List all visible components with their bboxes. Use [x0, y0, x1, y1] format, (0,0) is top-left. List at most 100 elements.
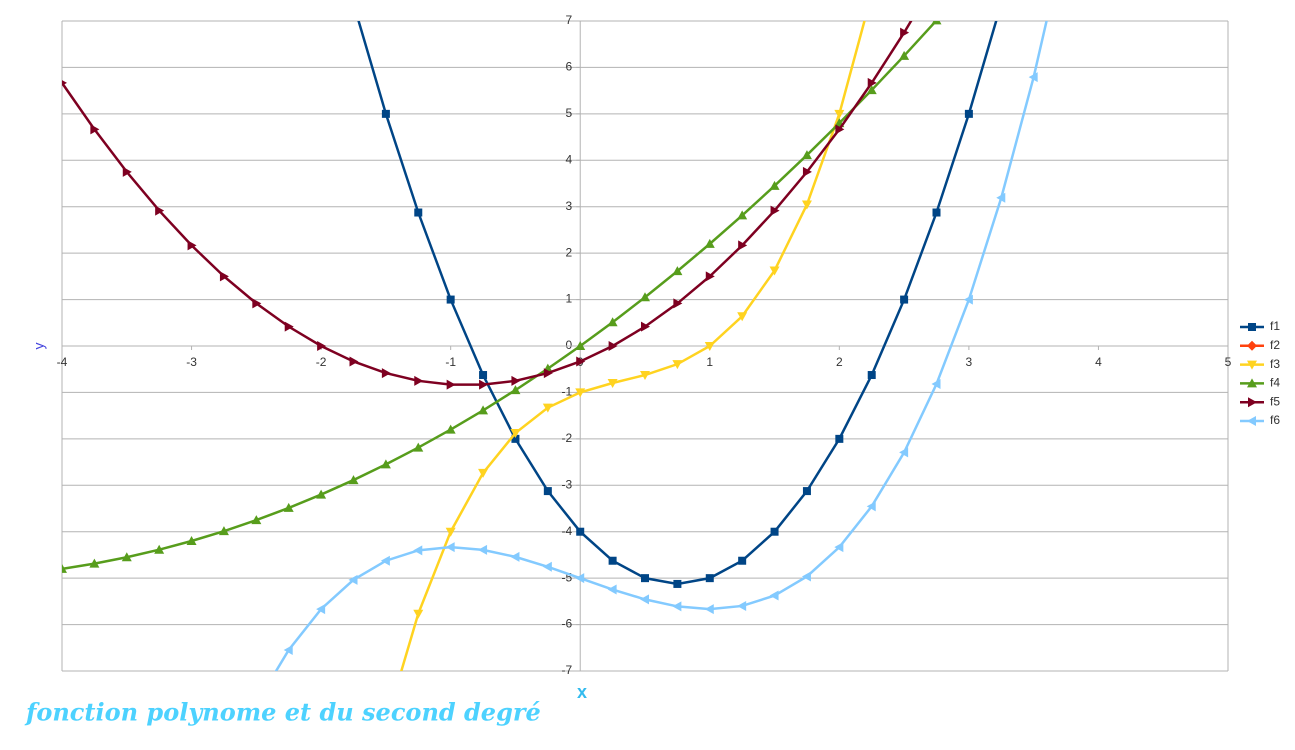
data-point	[413, 609, 424, 619]
data-point	[283, 644, 293, 655]
data-point	[640, 371, 650, 381]
data-point	[511, 375, 521, 386]
x-tick-label: 5	[1225, 355, 1232, 369]
data-point	[737, 600, 747, 611]
data-point	[155, 205, 165, 216]
data-point	[769, 180, 780, 190]
chart-title: fonction polynome et du second degré	[24, 698, 541, 727]
data-point	[640, 594, 649, 605]
data-point	[348, 475, 359, 485]
legend-marker	[1248, 323, 1256, 331]
data-point	[446, 379, 456, 390]
data-point	[997, 0, 1005, 8]
data-point	[770, 527, 779, 536]
data-point	[316, 489, 327, 499]
data-point	[769, 590, 779, 601]
data-point	[62, 80, 67, 86]
data-point	[380, 555, 390, 566]
data-point	[348, 574, 358, 585]
data-point	[122, 166, 132, 177]
data-point	[737, 210, 748, 220]
data-point	[445, 424, 456, 434]
x-tick-label: 2	[836, 355, 843, 369]
data-point	[542, 403, 553, 413]
data-point	[121, 552, 132, 562]
legend-label: f3	[1270, 357, 1280, 371]
data-point	[576, 527, 585, 536]
y-tick-label: 4	[566, 152, 573, 166]
y-tick-label: -1	[562, 385, 573, 399]
data-point	[316, 604, 326, 615]
data-point	[802, 166, 812, 177]
data-point	[673, 298, 683, 309]
data-point	[62, 563, 67, 573]
y-tick-label: -3	[562, 477, 573, 491]
y-tick-label: -4	[562, 524, 573, 538]
data-point	[478, 544, 488, 555]
series-line	[274, 21, 1048, 671]
data-point	[380, 459, 391, 469]
x-axis-label: x	[577, 682, 587, 702]
y-tick-label: -5	[562, 570, 573, 584]
series-line	[400, 21, 866, 671]
x-tick-label: -4	[57, 355, 68, 369]
data-point	[705, 574, 714, 583]
data-point	[349, 356, 359, 367]
x-tick-label: 4	[1095, 355, 1102, 369]
data-point	[381, 109, 390, 118]
data-point	[479, 379, 489, 390]
y-tick-label: 1	[566, 292, 573, 306]
y-tick-label: -6	[562, 617, 573, 631]
data-point	[478, 468, 489, 478]
data-point	[673, 579, 682, 588]
data-point	[867, 371, 876, 380]
y-tick-label: 6	[566, 60, 573, 74]
data-point	[770, 205, 780, 216]
data-point	[899, 447, 909, 458]
legend-marker	[1247, 378, 1257, 388]
data-point	[218, 526, 229, 536]
data-point	[413, 442, 424, 452]
data-point	[607, 584, 617, 595]
data-point	[607, 379, 618, 389]
data-point	[899, 50, 910, 60]
legend-label: f1	[1270, 319, 1280, 333]
x-tick-label: -2	[316, 355, 327, 369]
legend-label: f2	[1270, 338, 1280, 352]
data-point	[866, 501, 876, 512]
data-point	[801, 571, 811, 582]
plot-area	[62, 0, 1048, 671]
data-point	[835, 124, 845, 135]
series-line	[62, 21, 913, 386]
series-line	[357, 21, 998, 586]
data-point	[350, 0, 358, 8]
data-point	[543, 368, 553, 379]
data-point	[866, 85, 877, 95]
data-point	[317, 341, 327, 351]
data-point	[932, 208, 941, 217]
data-point	[737, 312, 748, 322]
data-point	[900, 27, 910, 38]
data-point	[672, 601, 682, 612]
data-point	[479, 371, 488, 380]
data-point	[445, 542, 455, 553]
y-tick-label: 5	[566, 106, 573, 120]
data-point	[542, 561, 552, 572]
data-point	[252, 298, 262, 309]
data-point	[575, 573, 585, 584]
y-tick-label: 2	[566, 245, 573, 259]
data-point	[607, 317, 618, 327]
y-tick-label: 7	[566, 13, 573, 27]
data-point	[769, 266, 780, 276]
data-point	[154, 544, 165, 554]
data-point	[510, 551, 520, 562]
data-point	[446, 295, 455, 304]
data-point	[900, 295, 909, 304]
data-point	[640, 292, 650, 302]
data-point	[575, 388, 586, 398]
legend-label: f4	[1270, 376, 1280, 390]
y-axis-label: y	[31, 343, 47, 350]
legend-marker	[1247, 416, 1256, 426]
data-point	[834, 542, 844, 553]
